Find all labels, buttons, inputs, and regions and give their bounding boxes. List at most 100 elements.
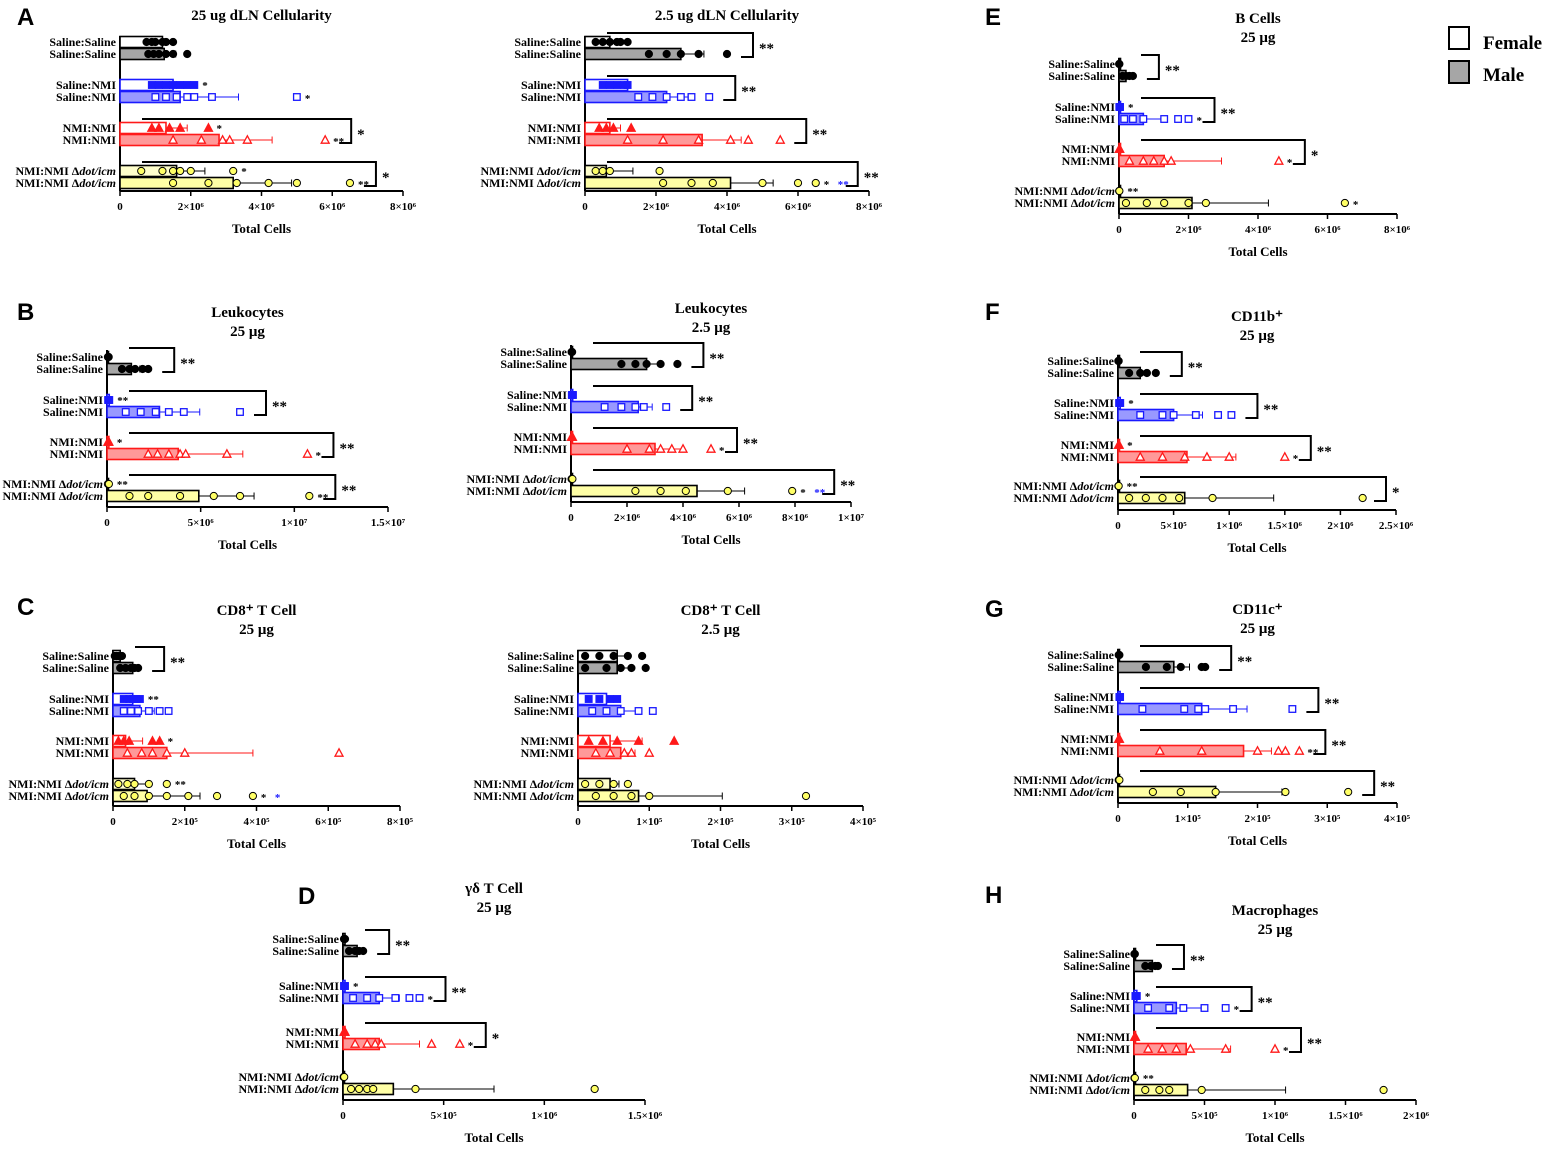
row-label: Saline:Saline: [36, 350, 103, 364]
data-point-male: [634, 93, 643, 101]
data-point-male: [426, 1038, 437, 1048]
data-point-male: [658, 134, 669, 144]
data-point-female: [595, 779, 604, 789]
row-label: NMI:NMI Δdot/icm: [15, 164, 116, 178]
row-label: Saline:Saline: [42, 661, 109, 675]
panel-B2: Leukocytes 2.5 μg 0 2×10⁶ 4×10⁶ 6×10⁶ 8×10⁶ 1×1…: [466, 301, 864, 547]
data-point-male: [1211, 787, 1220, 797]
sig-marker: **: [175, 779, 187, 791]
x-tick-label: 0: [582, 201, 588, 213]
data-point-male: [581, 663, 590, 673]
data-point-male: [687, 93, 696, 101]
panel-title: CD11c⁺: [1232, 602, 1282, 618]
panel-A2: 2.5 ug dLN Cellularity 0 2×10⁶ 4×10⁶ 6×10⁶ 8×…: [480, 8, 882, 236]
significance-bracket: [1140, 687, 1320, 713]
significance-bracket: [607, 75, 737, 101]
row-label: Saline:NMI: [56, 90, 116, 104]
sig-marker: *: [1128, 398, 1134, 410]
data-point-female: [1115, 59, 1124, 69]
row-label: NMI:NMI: [50, 447, 104, 461]
significance-bracket: [593, 385, 694, 411]
sig-marker-secondary: *: [275, 792, 281, 804]
data-point-male: [180, 448, 191, 458]
x-tick-label: 3×10⁵: [779, 816, 806, 828]
data-point-male: [1279, 451, 1290, 461]
data-point-male: [1201, 705, 1210, 713]
row-label: NMI:NMI Δdot/icm: [1029, 1083, 1130, 1097]
data-point-male: [248, 791, 258, 801]
significance-bracket: [1140, 435, 1312, 461]
data-point-male: [119, 791, 128, 801]
bracket-sig: *: [1392, 485, 1400, 501]
data-point-female: [183, 81, 192, 89]
x-tick-label: 2×10⁵: [1244, 813, 1271, 825]
panel-title: 2.5 μg: [701, 622, 740, 638]
data-point-male: [590, 747, 601, 757]
data-point-female: [601, 122, 612, 132]
data-point-male: [415, 994, 424, 1002]
sig-marker: *: [261, 792, 267, 804]
data-point-male: [641, 663, 650, 673]
data-point-female: [594, 122, 605, 132]
data-point-male: [648, 93, 657, 101]
row-label: NMI:NMI: [1077, 1042, 1131, 1056]
panel-title: CD11b⁺: [1231, 309, 1283, 325]
data-point-female: [162, 81, 170, 89]
data-point-male: [184, 791, 193, 801]
data-point-male: [183, 93, 192, 101]
row-label: Saline:Saline: [1048, 69, 1115, 83]
x-axis-label: Total Cells: [1228, 833, 1287, 848]
bracket-sig: **: [759, 41, 774, 57]
row-label: NMI:NMI: [1062, 142, 1116, 156]
significance-bracket: [1140, 393, 1259, 419]
data-point-male: [616, 663, 625, 673]
significance-bracket: [607, 32, 754, 58]
data-point-female: [340, 934, 350, 944]
data-point-male: [644, 49, 654, 59]
data-point-male: [662, 403, 671, 411]
significance-bracket: [129, 390, 268, 416]
data-point-male: [164, 408, 173, 416]
panel-title: 2.5 μg: [692, 320, 731, 336]
significance-bracket: [129, 474, 337, 500]
row-label: NMI:NMI: [1061, 450, 1115, 464]
significance-bracket: [1140, 645, 1233, 671]
row-label: NMI:NMI Δdot/icm: [8, 777, 109, 791]
row-label: Saline:Saline: [1047, 354, 1114, 368]
data-point-female: [597, 735, 609, 745]
data-point-male: [758, 178, 767, 188]
x-tick-label: 4×10⁵: [1384, 813, 1411, 825]
x-tick-label: 2×10⁵: [707, 816, 734, 828]
data-point-male: [743, 134, 754, 144]
panel-title: 25 μg: [1258, 922, 1293, 938]
panel-title: 25 μg: [1241, 30, 1276, 46]
significance-bracket: [1156, 944, 1185, 970]
row-label: NMI:NMI Δdot/icm: [480, 176, 581, 190]
data-point-male: [134, 707, 143, 715]
data-point-female: [1115, 186, 1124, 196]
data-point-male: [183, 49, 192, 59]
data-point-male: [1174, 115, 1183, 123]
sig-marker: *: [1197, 115, 1203, 127]
significance-bracket: [129, 347, 176, 373]
bracket-sig: *: [357, 127, 365, 143]
data-point-female: [569, 391, 577, 399]
sig-marker: *: [1293, 453, 1299, 465]
significance-bracket: [607, 161, 859, 187]
data-point-male: [175, 491, 185, 501]
panel-title: 25 μg: [477, 900, 512, 916]
row-label: Saline:NMI: [521, 90, 581, 104]
bracket-sig: **: [741, 84, 756, 100]
data-point-male: [168, 178, 178, 188]
significance-bracket: [1156, 986, 1253, 1012]
row-label: Saline:NMI: [1054, 408, 1114, 422]
x-tick-label: 0: [1115, 520, 1121, 532]
data-point-male: [1158, 493, 1167, 503]
bar-female: [119, 164, 178, 178]
row-label: Saline:NMI: [514, 692, 574, 706]
data-point-male: [642, 359, 651, 369]
panel-title: 25 ug dLN Cellularity: [191, 8, 332, 24]
data-point-female: [655, 166, 664, 176]
data-point-male: [616, 707, 625, 715]
panel-letter: C: [17, 594, 34, 621]
